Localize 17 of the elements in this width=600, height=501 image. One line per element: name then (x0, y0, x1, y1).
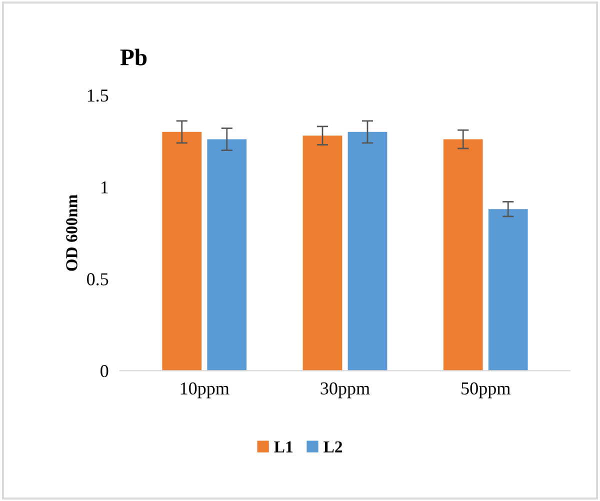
bar (488, 209, 528, 371)
legend-label: L2 (324, 441, 342, 452)
y-tick-label: 0 (100, 364, 108, 378)
x-tick-label: 30ppm (320, 382, 370, 398)
y-axis-title: OD 600nm (66, 194, 78, 271)
y-tick-label: 0.5 (87, 273, 108, 286)
bar (348, 132, 388, 371)
bar (162, 132, 202, 371)
x-tick-label: 50ppm (462, 382, 510, 398)
bar (207, 139, 247, 371)
legend-label: L1 (274, 441, 292, 452)
y-tick-label: 1.5 (88, 90, 108, 102)
bar (302, 136, 342, 371)
y-tick-label: 1 (101, 181, 108, 194)
x-tick-label: 10ppm (180, 382, 230, 398)
chart-title: Pb (120, 48, 147, 66)
bar (443, 139, 483, 371)
